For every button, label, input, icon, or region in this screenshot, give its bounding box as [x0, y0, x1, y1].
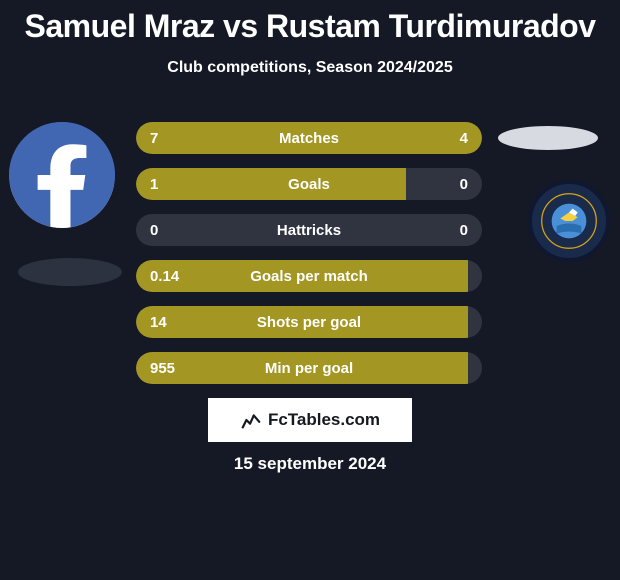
- infographic-container: Samuel Mraz vs Rustam Turdimuradov Club …: [0, 0, 620, 580]
- stat-row-matches: 7 Matches 4: [136, 122, 482, 154]
- subtitle: Club competitions, Season 2024/2025: [0, 59, 620, 77]
- page-title: Samuel Mraz vs Rustam Turdimuradov: [0, 0, 620, 45]
- stat-right-value: 4: [460, 130, 468, 147]
- stat-label: Shots per goal: [136, 314, 482, 331]
- stat-right-value: 0: [460, 222, 468, 239]
- chart-icon: [240, 409, 262, 431]
- stat-label: Goals per match: [136, 268, 482, 285]
- stat-row-goals-per-match: 0.14 Goals per match: [136, 260, 482, 292]
- stat-label: Min per goal: [136, 360, 482, 377]
- stat-label: Goals: [136, 176, 482, 193]
- stat-right-value: 0: [460, 176, 468, 193]
- stat-label: Hattricks: [136, 222, 482, 239]
- watermark: FcTables.com: [208, 398, 412, 442]
- stats-table: 7 Matches 4 1 Goals 0 0 Hattricks 0 0.14…: [136, 122, 482, 398]
- player-left-avatar: [9, 122, 115, 228]
- player-right-club-badge: [528, 180, 610, 262]
- player-right-shadow: [498, 126, 598, 150]
- watermark-text: FcTables.com: [268, 410, 380, 430]
- stat-row-hattricks: 0 Hattricks 0: [136, 214, 482, 246]
- stat-row-goals: 1 Goals 0: [136, 168, 482, 200]
- stat-label: Matches: [136, 130, 482, 147]
- player-left-shadow: [18, 258, 122, 286]
- stat-row-min-per-goal: 955 Min per goal: [136, 352, 482, 384]
- stat-row-shots-per-goal: 14 Shots per goal: [136, 306, 482, 338]
- date-label: 15 september 2024: [0, 454, 620, 474]
